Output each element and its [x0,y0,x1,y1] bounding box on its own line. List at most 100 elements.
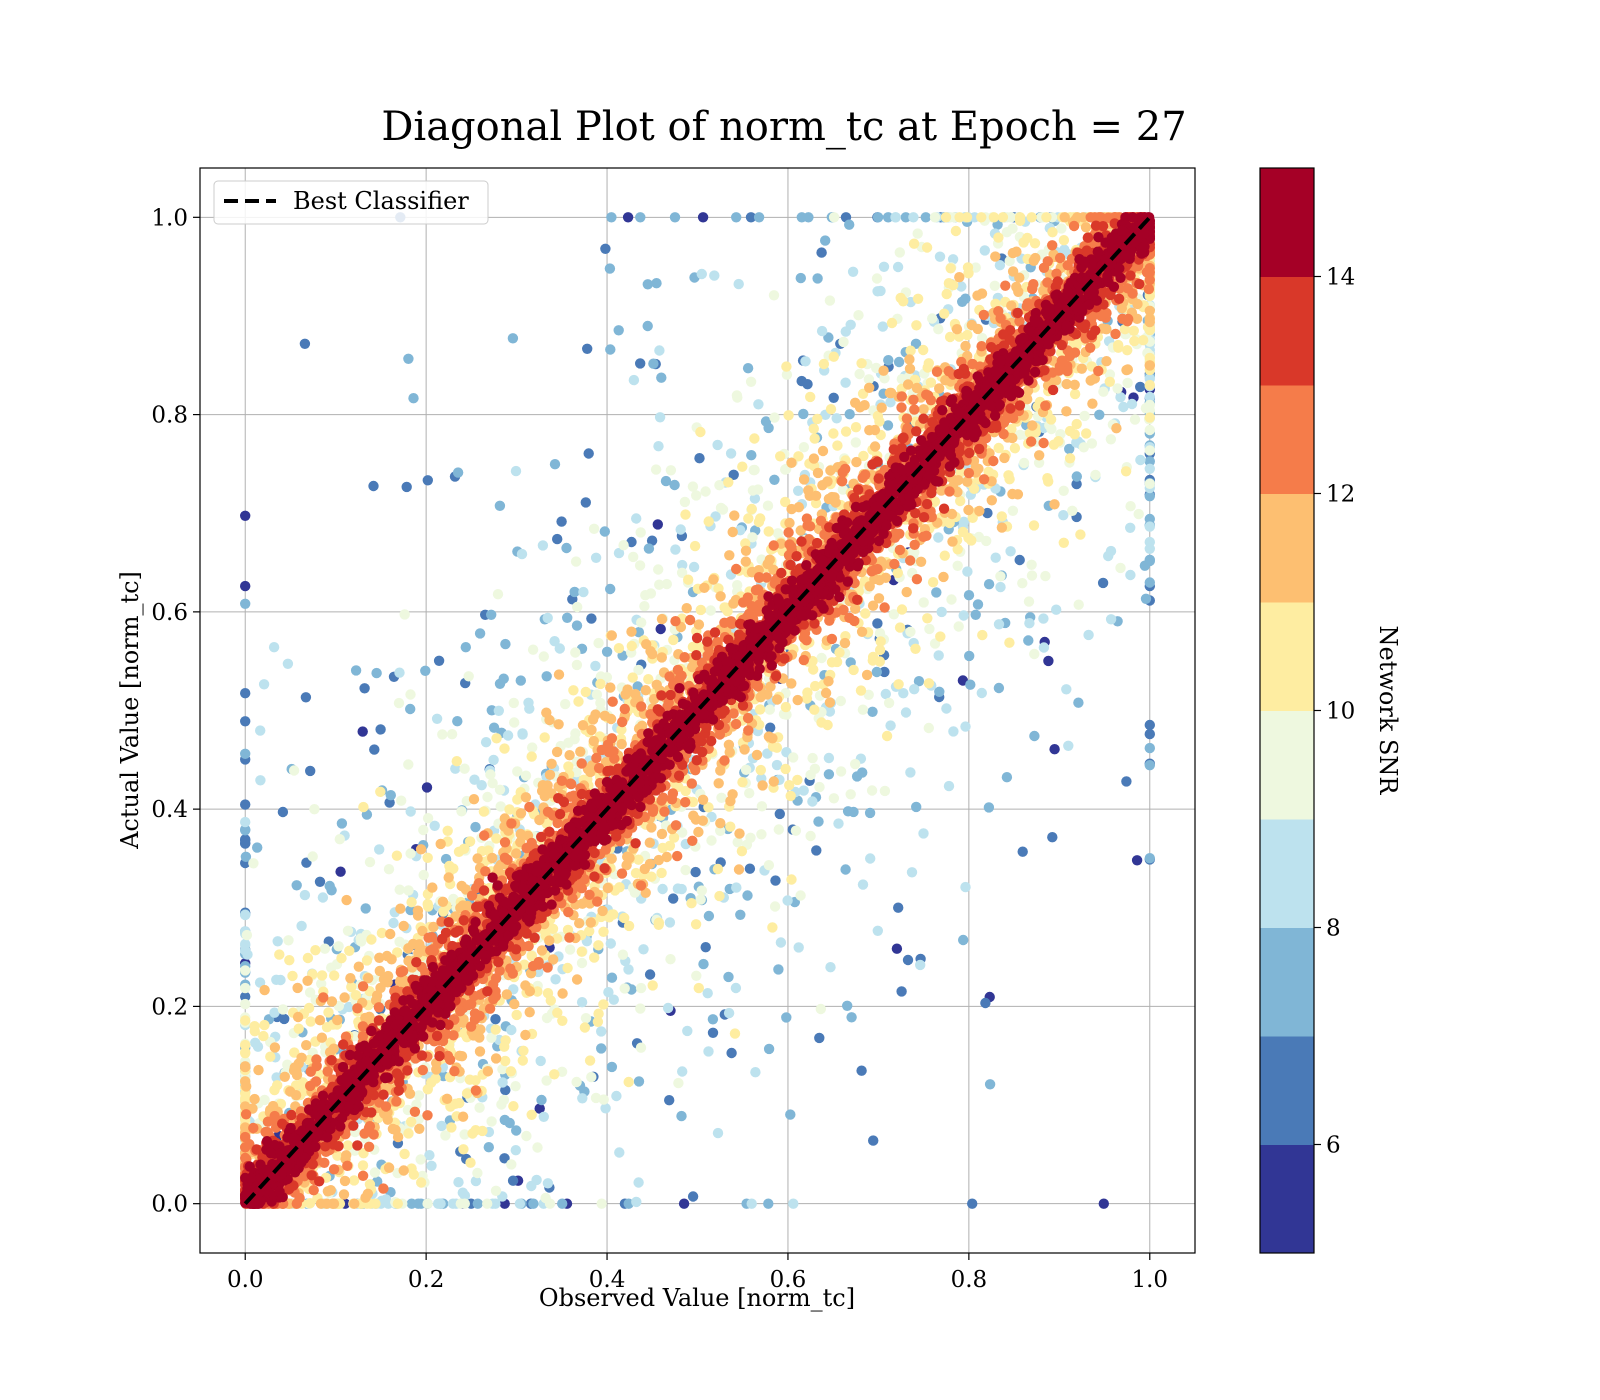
scatter-point [653,564,664,575]
scatter-point [1144,456,1156,467]
scatter-point [947,254,959,265]
scatter-point [768,290,780,301]
scatter-point [316,1032,328,1043]
scatter-point [1014,212,1026,223]
scatter-point [672,850,683,862]
scatter-point [488,754,499,766]
scatter-point [305,1016,316,1027]
scatter-point [828,392,839,403]
scatter-point [727,789,738,800]
scatter-point [945,263,956,274]
scatter-point [482,1066,494,1077]
scatter-point [923,722,934,734]
scatter-point [272,936,283,947]
scatter-point [303,1002,315,1014]
scatter-point [605,583,616,595]
scatter-point [1131,855,1143,866]
scatter-point [795,272,806,284]
scatter-point [684,614,696,626]
scatter-point [927,313,938,324]
scatter-point [476,780,487,791]
scatter-point [338,1189,350,1200]
scatter-point [967,1198,978,1209]
scatter-point [854,368,865,380]
scatter-point [385,790,396,801]
scatter-point [584,926,595,937]
scatter-point [876,402,887,413]
scatter-point [869,441,881,452]
scatter-point [873,593,885,604]
scatter-point [1038,642,1050,653]
scatter-point [715,502,727,514]
scatter-point [271,1072,282,1083]
scatter-point [702,988,713,999]
scatter-point [1013,286,1024,297]
scatter-point [635,527,646,538]
scatter-point [901,586,912,598]
scatter-point [1049,744,1060,755]
scatter-point [1076,363,1088,374]
scatter-point [767,922,778,933]
scatter-point [403,885,414,896]
scatter-point [795,890,806,901]
scatter-point [416,1177,427,1188]
scatter-point [575,746,586,757]
scatter-point [723,1007,735,1019]
scatter-point [430,1073,441,1084]
scatter-point [934,686,945,697]
scatter-point [605,938,616,949]
scatter-point [707,1014,719,1025]
scatter-point [1073,697,1084,708]
scatter-point [412,905,424,916]
scatter-point [399,609,410,620]
scatter-point [240,799,251,810]
scatter-point [918,344,929,356]
scatter-point [788,1198,799,1209]
scatter-point [596,1026,607,1037]
scatter-point [1144,728,1156,740]
scatter-point [697,212,709,223]
scatter-point [770,875,781,886]
scatter-point [763,526,774,537]
scatter-point [698,958,709,970]
scatter-point [501,989,512,1000]
scatter-point [813,816,824,827]
scatter-point [693,982,704,994]
scatter-point [800,356,811,367]
scatter-point [886,317,898,329]
scatter-point [816,325,828,337]
scatter-point [1029,730,1040,742]
scatter-point [690,919,702,930]
scatter-point [825,465,836,476]
scatter-point [584,1055,596,1066]
scatter-point [924,623,935,635]
scatter-point [957,526,969,538]
scatter-point [452,467,464,478]
scatter-point [785,790,796,802]
scatter-point [508,1101,519,1112]
scatter-point [823,769,835,780]
scatter-point [1001,772,1013,783]
scatter-point [881,730,893,742]
scatter-point [392,1198,403,1209]
scatter-point [1094,409,1105,420]
scatter-point [996,511,1007,522]
scatter-point [728,469,739,480]
scatter-point [1140,593,1152,604]
scatter-point [634,560,646,571]
scatter-point [808,664,819,675]
scatter-point [1014,554,1025,566]
scatter-point [913,676,925,687]
scatter-point [883,697,895,709]
scatter-point [499,852,511,863]
scatter-point [524,1007,535,1018]
scatter-point [1144,412,1156,423]
scatter-point [470,1175,482,1187]
scatter-point [950,225,962,237]
scatter-point [535,1055,546,1067]
scatter-point [1144,742,1156,754]
scatter-point [653,441,664,452]
scatter-point [725,448,737,459]
scatter-point [1017,846,1028,857]
scatter-point [420,665,431,676]
